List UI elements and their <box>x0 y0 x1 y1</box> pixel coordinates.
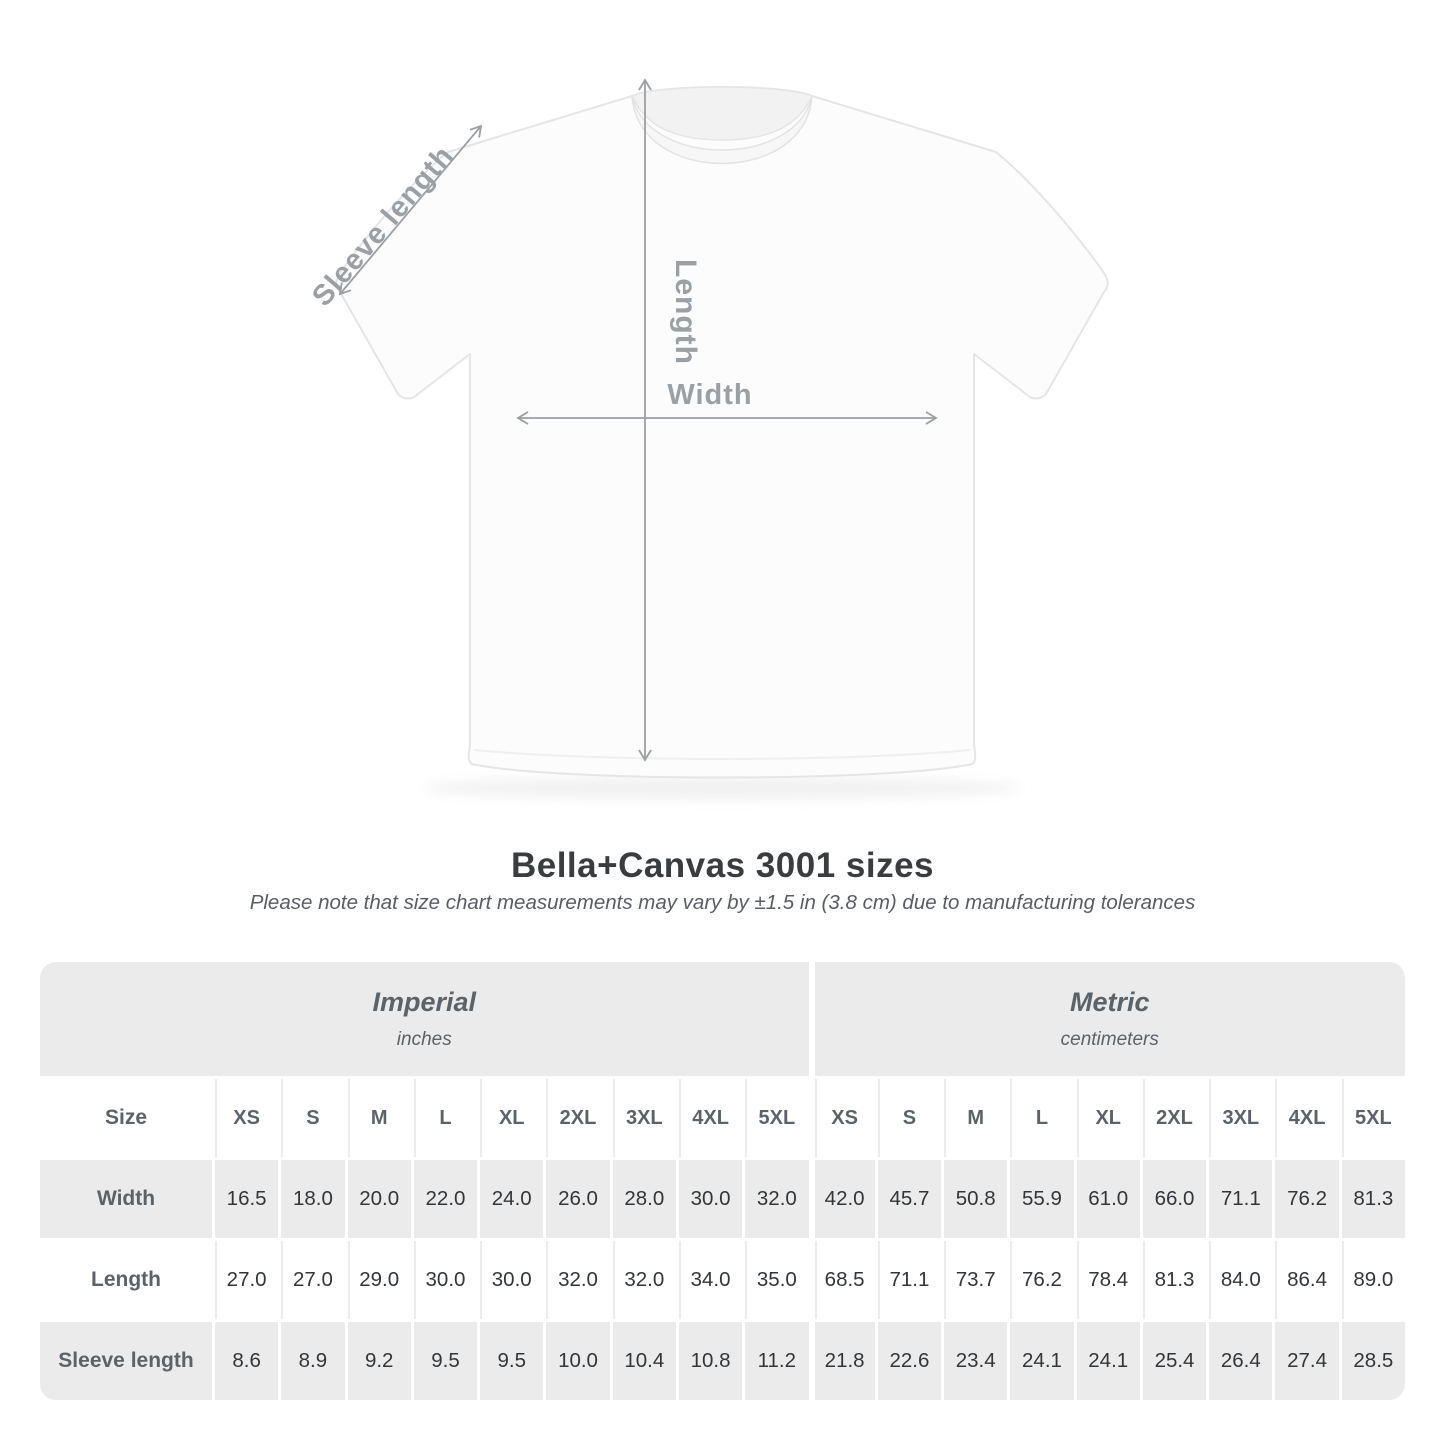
table-cell: 61.0 <box>1076 1160 1140 1238</box>
table-cell: 30.0 <box>413 1241 478 1319</box>
row-label-width: Width <box>40 1160 212 1238</box>
table-cell: 81.3 <box>1341 1160 1405 1238</box>
table-cell: 45.7 <box>877 1160 942 1238</box>
table-cell: 25.4 <box>1142 1322 1207 1400</box>
table-cell: 16.5 <box>215 1160 279 1238</box>
table-cell: 32.0 <box>745 1160 809 1238</box>
table-cell: 24.1 <box>1076 1322 1140 1400</box>
table-cell: 50.8 <box>944 1160 1008 1238</box>
row-label-size: Size <box>40 1079 212 1157</box>
table-cell: 10.8 <box>678 1322 743 1400</box>
page-title: Bella+Canvas 3001 sizes <box>510 846 935 885</box>
table-cell: 21.8 <box>814 1322 875 1400</box>
collar-back <box>630 86 814 141</box>
table-cell: 20.0 <box>347 1160 411 1238</box>
table-header-imperial: Imperial inches <box>40 962 809 1076</box>
table-cell: 8.9 <box>281 1322 345 1400</box>
table-cell: 86.4 <box>1275 1241 1339 1319</box>
table-cell: 30.0 <box>480 1241 544 1319</box>
size-col-header: L <box>413 1079 478 1157</box>
table-header-metric: Metric centimeters <box>814 962 1405 1076</box>
table-cell: 68.5 <box>814 1241 875 1319</box>
table-cell: 28.5 <box>1341 1322 1405 1400</box>
table-cell: 10.0 <box>546 1322 610 1400</box>
shirt-body <box>335 86 1109 779</box>
table-cell: 42.0 <box>814 1160 875 1238</box>
imperial-unit: inches <box>396 1029 452 1050</box>
size-col-header: L <box>1010 1079 1074 1157</box>
page-subtitle: Please note that size chart measurements… <box>249 891 1196 914</box>
table-cell: 71.1 <box>1209 1160 1273 1238</box>
size-col-header: 2XL <box>546 1079 610 1157</box>
table-cell: 22.6 <box>877 1322 942 1400</box>
table-cell: 81.3 <box>1142 1241 1207 1319</box>
size-col-header: 5XL <box>1341 1079 1405 1157</box>
size-col-header: XL <box>1076 1079 1140 1157</box>
table-cell: 30.0 <box>678 1160 743 1238</box>
table-cell: 73.7 <box>944 1241 1008 1319</box>
width-label: Width <box>667 379 752 411</box>
table-cell: 18.0 <box>281 1160 345 1238</box>
table-cell: 34.0 <box>678 1241 743 1319</box>
table-cell: 10.4 <box>612 1322 676 1400</box>
table-cell: 89.0 <box>1341 1241 1405 1319</box>
size-col-header: 2XL <box>1142 1079 1207 1157</box>
table-cell: 9.2 <box>347 1322 411 1400</box>
table-cell: 22.0 <box>413 1160 478 1238</box>
size-col-header: M <box>944 1079 1008 1157</box>
collar-band <box>631 95 813 165</box>
table-cell: 24.0 <box>480 1160 544 1238</box>
size-col-header: S <box>281 1079 345 1157</box>
row-label-sleeve-length: Sleeve length <box>40 1322 212 1400</box>
table-cell: 76.2 <box>1010 1241 1074 1319</box>
table-cell: 32.0 <box>546 1241 610 1319</box>
size-col-header: S <box>877 1079 942 1157</box>
table-cell: 8.6 <box>215 1322 279 1400</box>
table-cell: 35.0 <box>745 1241 809 1319</box>
table-cell: 23.4 <box>944 1322 1008 1400</box>
row-label-length: Length <box>40 1241 212 1319</box>
table-cell: 27.0 <box>215 1241 279 1319</box>
table-cell: 24.1 <box>1010 1322 1074 1400</box>
imperial-title: Imperial <box>372 987 477 1017</box>
shirt-shadow <box>422 777 1022 799</box>
table-cell: 27.4 <box>1275 1322 1339 1400</box>
size-table: Imperial inches Metric centimeters Size … <box>40 962 1405 1400</box>
table-cell: 9.5 <box>480 1322 544 1400</box>
size-col-header: XL <box>480 1079 544 1157</box>
table-cell: 84.0 <box>1209 1241 1273 1319</box>
table-cell: 32.0 <box>612 1241 676 1319</box>
table-cell: 78.4 <box>1076 1241 1140 1319</box>
length-label: Length <box>669 259 702 365</box>
size-col-header: 4XL <box>1275 1079 1339 1157</box>
table-cell: 71.1 <box>877 1241 942 1319</box>
table-cell: 27.0 <box>281 1241 345 1319</box>
table-cell: 29.0 <box>347 1241 411 1319</box>
table-cell: 28.0 <box>612 1160 676 1238</box>
size-col-header: XS <box>814 1079 875 1157</box>
table-cell: 11.2 <box>745 1322 809 1400</box>
table-cell: 66.0 <box>1142 1160 1207 1238</box>
size-col-header: 5XL <box>745 1079 809 1157</box>
table-cell: 26.0 <box>546 1160 610 1238</box>
size-col-header: 4XL <box>678 1079 743 1157</box>
metric-unit: centimeters <box>1060 1029 1159 1050</box>
table-cell: 55.9 <box>1010 1160 1074 1238</box>
hem-stitch <box>473 749 971 760</box>
table-cell: 9.5 <box>413 1322 478 1400</box>
size-col-header: XS <box>215 1079 279 1157</box>
table-cell: 76.2 <box>1275 1160 1339 1238</box>
sleeve-length-arrow <box>338 124 483 296</box>
metric-title: Metric <box>1069 987 1150 1017</box>
size-col-header: 3XL <box>1209 1079 1273 1157</box>
tshirt-illustration: Sleeve length Length Width <box>306 78 1109 799</box>
table-cell: 26.4 <box>1209 1322 1273 1400</box>
size-col-header: M <box>347 1079 411 1157</box>
size-col-header: 3XL <box>612 1079 676 1157</box>
